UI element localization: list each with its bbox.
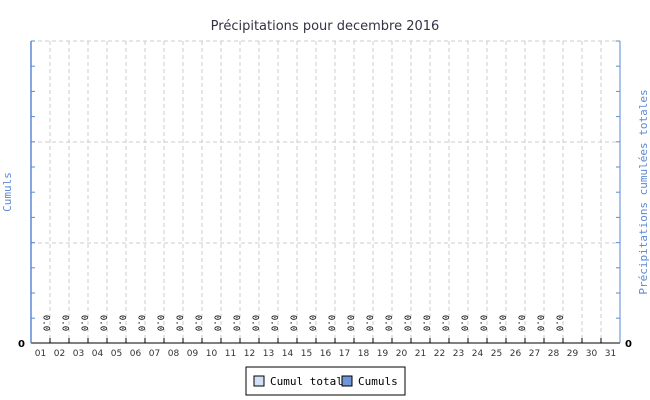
legend-swatch-cumuls xyxy=(341,375,353,387)
data-label: 0.0 xyxy=(212,315,222,331)
legend-label-cumuls: Cumuls xyxy=(358,375,398,388)
legend-label-cumul-total: Cumul total xyxy=(270,375,343,388)
x-tick-label: 14 xyxy=(282,349,294,359)
x-tick-label: 22 xyxy=(434,349,445,359)
data-label: 0.0 xyxy=(440,315,450,331)
x-tick-label: 27 xyxy=(529,349,540,359)
x-tick-label: 20 xyxy=(396,349,408,359)
data-label: 0.0 xyxy=(402,315,412,331)
data-label: 0.0 xyxy=(79,315,89,331)
data-label: 0.0 xyxy=(497,315,507,331)
data-labels: 0.0 0.0 0.0 0.0 0.0 0.0 0.0 0.0 0.0 0.0 0.0 0.0 0.0 0… xyxy=(41,315,564,331)
x-tick-label: 30 xyxy=(586,349,598,359)
y2-axis-label: Précipitations cumulées totales xyxy=(637,89,650,294)
data-label: 0.0 xyxy=(288,315,298,331)
x-tick-label: 15 xyxy=(301,349,312,359)
x-tick-label: 23 xyxy=(453,349,464,359)
x-tick-label: 13 xyxy=(263,349,274,359)
data-label: 0.0 xyxy=(516,315,526,331)
data-label: 0.0 xyxy=(326,315,336,331)
x-tick-label: 17 xyxy=(339,349,350,359)
x-tick-label: 16 xyxy=(320,349,332,359)
x-tick-label: 29 xyxy=(567,349,579,359)
x-tick-label: 26 xyxy=(510,349,522,359)
x-tick-label: 24 xyxy=(472,349,484,359)
data-label: 0.0 xyxy=(174,315,184,331)
data-label: 0.0 xyxy=(231,315,241,331)
data-label: 0.0 xyxy=(554,315,564,331)
data-label: 0.0 xyxy=(41,315,51,331)
x-tick-label: 31 xyxy=(605,349,616,359)
data-label: 0.0 xyxy=(345,315,355,331)
x-tick-label: 19 xyxy=(377,349,389,359)
data-label: 0.0 xyxy=(250,315,260,331)
x-tick-label: 28 xyxy=(548,349,560,359)
x-tick-label: 18 xyxy=(358,349,370,359)
legend: Cumul total Cumuls xyxy=(245,366,406,396)
y2-tick-label-0: 0 xyxy=(625,339,632,350)
x-tick-label: 09 xyxy=(187,349,199,359)
x-tick-label: 11 xyxy=(225,349,236,359)
x-tick-label: 03 xyxy=(73,349,84,359)
data-label: 0.0 xyxy=(535,315,545,331)
x-tick-label: 05 xyxy=(111,349,122,359)
data-label: 0.0 xyxy=(193,315,203,331)
y-tick-label-0: 0 xyxy=(18,339,25,350)
data-label: 0.0 xyxy=(459,315,469,331)
data-label: 0.0 xyxy=(383,315,393,331)
x-tick-label: 01 xyxy=(35,349,46,359)
x-tick-label: 12 xyxy=(244,349,255,359)
legend-swatch-cumul-total xyxy=(253,375,265,387)
data-label: 0.0 xyxy=(307,315,317,331)
data-label: 0.0 xyxy=(98,315,108,331)
y-axis-label: Cumuls xyxy=(1,172,14,212)
data-label: 0.0 xyxy=(364,315,374,331)
x-tick-label: 04 xyxy=(92,349,104,359)
x-tick-label: 21 xyxy=(415,349,426,359)
data-label: 0.0 xyxy=(478,315,488,331)
x-tick-label: 08 xyxy=(168,349,180,359)
data-label: 0.0 xyxy=(117,315,127,331)
data-label: 0.0 xyxy=(269,315,279,331)
x-tick-label: 06 xyxy=(130,349,142,359)
x-tick-label: 02 xyxy=(54,349,65,359)
data-label: 0.0 xyxy=(60,315,70,331)
x-tick-label: 07 xyxy=(149,349,160,359)
x-tick-label: 25 xyxy=(491,349,502,359)
grid xyxy=(31,40,621,343)
axes: 01 02 03 04 05 06 07 08 09 10 11 12 13 14 15 16 17 18 19 20… xyxy=(30,40,621,359)
x-tick-label: 10 xyxy=(206,349,218,359)
data-label: 0.0 xyxy=(421,315,431,331)
data-label: 0.0 xyxy=(136,315,146,331)
data-label: 0.0 xyxy=(155,315,165,331)
chart-title: Précipitations pour decembre 2016 xyxy=(211,19,440,34)
